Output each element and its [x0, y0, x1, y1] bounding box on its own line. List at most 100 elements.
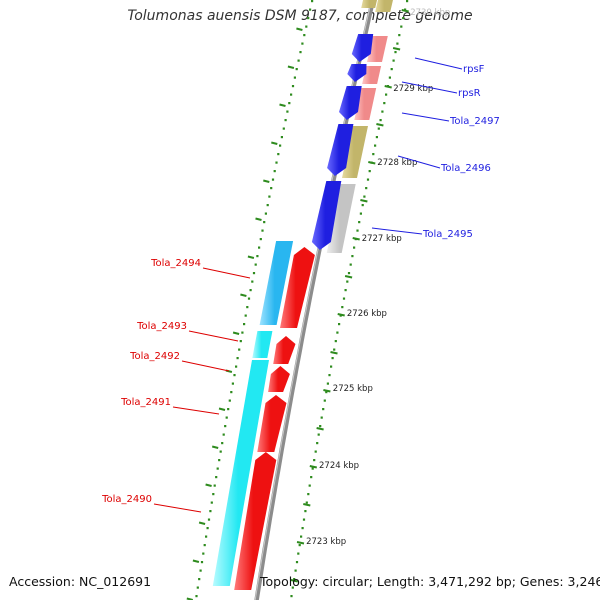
scale-tick [296, 27, 303, 31]
scale-dot [328, 374, 331, 377]
scale-dot [256, 255, 259, 258]
scale-dot [404, 8, 407, 11]
scale-dot [203, 544, 206, 547]
scale-dot [298, 544, 301, 547]
scale-dot [207, 518, 211, 521]
gene-label-tola_2491[interactable]: Tola_2491 [120, 397, 171, 408]
scale-dot [304, 510, 307, 513]
scale-dot [282, 127, 285, 130]
cds-forward-rpsR[interactable] [347, 64, 367, 82]
cds-reverse-tola-2490[interactable] [234, 452, 277, 590]
cds-forward-tola-2497[interactable] [339, 86, 362, 120]
scale-dot [375, 136, 378, 139]
scale-dot [244, 314, 247, 317]
scale-dot [293, 578, 296, 581]
scale-tick [330, 351, 338, 355]
scale-dot [247, 297, 251, 300]
topology-label: Topology: circular; Length: 3,471,292 bp… [260, 574, 600, 589]
cds-forward-tola-2496[interactable] [327, 124, 354, 176]
scale-dot [305, 25, 308, 28]
scale-tick [271, 141, 278, 145]
gene-label-tola_2497[interactable]: Tola_2497 [449, 116, 500, 127]
scale-dot [320, 416, 323, 419]
gene-label-rpsf[interactable]: rpsF [463, 64, 485, 75]
scale-dot [301, 527, 304, 530]
rna-feature-olive-top[interactable] [375, 0, 395, 12]
scale-dot [222, 433, 225, 436]
scale-tick [205, 483, 212, 487]
gene-label-tola_2495[interactable]: Tola_2495 [422, 229, 473, 240]
cds-reverse-tola-2494[interactable] [280, 247, 315, 328]
scale-dot [366, 178, 370, 181]
scale-dot [249, 289, 252, 292]
scale-dot [379, 119, 382, 122]
gene-label-tola_2490[interactable]: Tola_2490 [101, 494, 152, 505]
rna-feature-olive[interactable] [342, 126, 368, 178]
scale-label: 2726 kbp [347, 309, 387, 319]
scale-dot [299, 51, 302, 54]
scale-dot [271, 178, 275, 181]
scale-dot [342, 297, 346, 300]
scale-dot [225, 416, 228, 419]
gene-label-tola_2492[interactable]: Tola_2492 [129, 351, 180, 362]
accession-label: Accession: NC_012691 [9, 574, 152, 589]
scale-dot [344, 289, 347, 292]
scale-dot [238, 348, 241, 351]
scale-dot [310, 476, 313, 479]
gene-label-tola_2493[interactable]: Tola_2493 [136, 321, 187, 332]
cds-forward-rpsF[interactable] [351, 34, 374, 62]
scale-dot [333, 348, 336, 351]
cds-reverse-tola-2491[interactable] [257, 395, 287, 452]
scale-dot [230, 391, 233, 394]
scale-dot [236, 357, 239, 360]
scale-dot [280, 136, 283, 139]
cds-reverse-tola-2493[interactable] [273, 336, 296, 364]
scale-tick [232, 331, 240, 335]
scale-dot [239, 340, 242, 343]
scale-label: 2729 kbp [393, 84, 433, 94]
scale-dot [291, 586, 294, 589]
rna-feature-pink[interactable] [362, 66, 382, 84]
scale-dot [406, 0, 409, 3]
cds-forward-tola-2495[interactable] [311, 181, 342, 250]
scale-dot [372, 153, 375, 156]
rna-feature-pink[interactable] [367, 36, 388, 62]
rna-feature-grey[interactable] [326, 184, 356, 253]
scale-dot [213, 484, 216, 487]
scale-dot [338, 323, 341, 326]
scale-dot [196, 586, 199, 589]
gene-label-rpsr[interactable]: rpsR [458, 88, 481, 99]
scale-dot [341, 306, 344, 309]
scale-label: 2728 kbp [377, 158, 417, 168]
scale-tick [279, 103, 286, 107]
scale-dot [286, 110, 289, 113]
scale-dot [227, 408, 230, 411]
scale-dot [263, 221, 266, 224]
scale-tick [392, 47, 401, 51]
rna-feature-cyan[interactable] [252, 331, 273, 358]
scale-dot [316, 442, 319, 445]
gene-label-tola_2496[interactable]: Tola_2496 [440, 163, 491, 174]
rna-feature-cyan[interactable] [212, 360, 269, 586]
scale-dot [293, 76, 296, 79]
scale-dot [209, 510, 212, 513]
scale-dot [259, 238, 262, 241]
scale-dot [381, 110, 384, 113]
scale-dot [308, 484, 311, 487]
cds-reverse-tola-2492[interactable] [268, 366, 290, 392]
scale-dot [290, 93, 293, 96]
rna-feature-olive-top[interactable] [361, 0, 379, 8]
scale-dot [394, 51, 397, 54]
scale-dot [307, 17, 310, 20]
scale-dot [266, 204, 269, 207]
scale-tick [290, 579, 299, 583]
scale-dot [331, 357, 334, 360]
gene-label-tola_2494[interactable]: Tola_2494 [150, 258, 201, 269]
scale-dot [291, 85, 295, 88]
rna-feature-sky[interactable] [259, 241, 294, 325]
gene-leader-line [371, 227, 423, 235]
scale-dot [258, 246, 261, 249]
scale-dot [368, 170, 371, 173]
scale-dot [363, 195, 366, 198]
